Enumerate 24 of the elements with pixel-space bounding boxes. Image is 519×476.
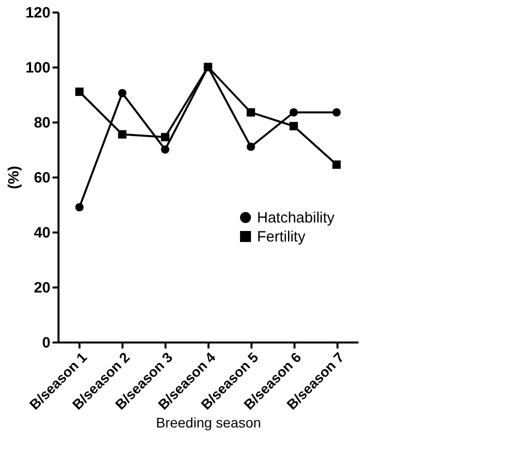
y-tick-label: 20 <box>34 280 50 296</box>
point <box>204 62 212 72</box>
point <box>75 203 84 212</box>
y-axis-title: (%) <box>5 166 22 190</box>
x-axis-title: Breeding season <box>156 414 262 431</box>
point <box>118 88 126 98</box>
point <box>118 130 126 139</box>
point <box>290 122 298 130</box>
point <box>75 88 84 96</box>
y-tick-label: 80 <box>34 114 50 132</box>
y-tick-label: 0 <box>42 334 50 352</box>
y-tick-label: 40 <box>34 224 50 242</box>
y-tick-label: 60 <box>34 170 50 186</box>
point <box>290 108 298 117</box>
legend-label: Fertility <box>257 228 306 246</box>
legend-label: Hatchability <box>257 210 336 226</box>
point <box>332 108 341 117</box>
point <box>246 142 256 151</box>
point <box>332 160 341 169</box>
y-tick-label: 100 <box>25 60 50 76</box>
y-tick-label: 120 <box>25 4 50 22</box>
point <box>160 132 170 142</box>
point <box>160 145 170 154</box>
point <box>246 108 256 117</box>
